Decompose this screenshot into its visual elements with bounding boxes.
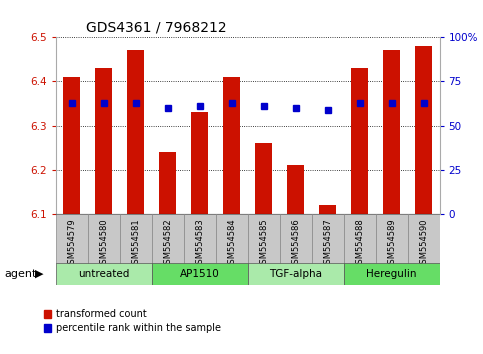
Text: agent: agent	[5, 269, 37, 279]
Bar	[343, 214, 376, 264]
Bar	[351, 68, 369, 214]
Bar	[184, 214, 215, 264]
Legend: transformed count, percentile rank within the sample: transformed count, percentile rank withi…	[43, 309, 221, 333]
Text: Heregulin: Heregulin	[366, 269, 417, 279]
Bar	[127, 51, 144, 214]
Bar	[255, 143, 272, 214]
Bar	[287, 165, 304, 214]
Bar	[191, 113, 208, 214]
Text: ▶: ▶	[35, 269, 44, 279]
Text: GSM554581: GSM554581	[131, 218, 140, 269]
Bar	[248, 214, 280, 264]
Text: AP1510: AP1510	[180, 269, 219, 279]
Bar	[152, 263, 248, 285]
Bar	[215, 214, 248, 264]
Text: GSM554583: GSM554583	[195, 218, 204, 269]
Text: GSM554590: GSM554590	[419, 218, 428, 269]
Bar	[87, 214, 120, 264]
Text: untreated: untreated	[78, 269, 129, 279]
Bar	[319, 205, 336, 214]
Text: GSM554588: GSM554588	[355, 218, 364, 269]
Text: GSM554580: GSM554580	[99, 218, 108, 269]
Bar	[56, 214, 87, 264]
Text: GSM554585: GSM554585	[259, 218, 268, 269]
Bar	[152, 214, 184, 264]
Text: GSM554589: GSM554589	[387, 218, 396, 269]
Bar	[223, 77, 241, 214]
Bar	[56, 263, 152, 285]
Bar	[95, 68, 113, 214]
Bar	[415, 46, 432, 214]
Bar	[383, 51, 400, 214]
Bar	[280, 214, 312, 264]
Bar	[120, 214, 152, 264]
Bar	[376, 214, 408, 264]
Text: GSM554586: GSM554586	[291, 218, 300, 269]
Text: GSM554582: GSM554582	[163, 218, 172, 269]
Bar	[408, 214, 440, 264]
Text: TGF-alpha: TGF-alpha	[269, 269, 322, 279]
Text: GSM554584: GSM554584	[227, 218, 236, 269]
Bar	[63, 77, 80, 214]
Text: GDS4361 / 7968212: GDS4361 / 7968212	[86, 21, 227, 35]
Bar	[159, 152, 176, 214]
Bar	[343, 263, 440, 285]
Text: GSM554587: GSM554587	[323, 218, 332, 269]
Bar	[312, 214, 343, 264]
Text: GSM554579: GSM554579	[67, 218, 76, 269]
Bar	[248, 263, 343, 285]
